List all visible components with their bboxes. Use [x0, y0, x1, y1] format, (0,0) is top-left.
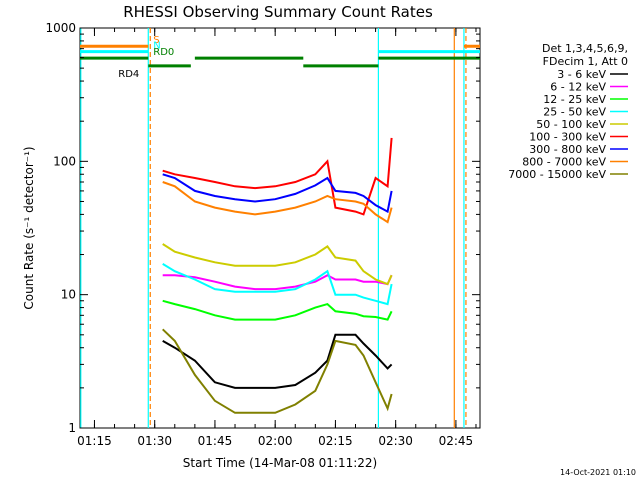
legend-header-1: FDecim 1, Att 0 [543, 55, 628, 68]
plot-frame [79, 27, 481, 429]
x-tick-label-1: 01:30 [137, 434, 172, 448]
chart-title: RHESSI Observing Summary Count Rates [123, 3, 433, 21]
series-line-4 [162, 243, 393, 286]
flag-label-s: S [153, 35, 159, 46]
x-tick-label-2: 01:45 [198, 434, 233, 448]
legend-label-8: 7000 - 15000 keV [508, 168, 606, 181]
y-tick-label-3: 1000 [45, 21, 76, 35]
flag-label-rd4: RD4 [118, 69, 139, 80]
series-line-3 [162, 263, 393, 306]
legend-label-1: 6 - 12 keV [550, 81, 606, 94]
y-tick-label-0: 1 [68, 421, 76, 435]
flag-label-rd0: RD0 [153, 47, 174, 58]
legend-label-2: 12 - 25 keV [543, 93, 606, 106]
legend-label-4: 50 - 100 keV [536, 118, 606, 131]
legend-label-6: 300 - 800 keV [529, 143, 606, 156]
legend-label-3: 25 - 50 keV [543, 106, 606, 119]
x-tick-label-0: 01:15 [77, 434, 112, 448]
legend-label-7: 800 - 7000 keV [522, 156, 606, 169]
legend-label-5: 100 - 300 keV [529, 131, 606, 144]
y-tick-label-1: 10 [61, 288, 76, 302]
series-line-6 [162, 173, 393, 214]
series-line-0 [162, 333, 393, 389]
series-line-7 [162, 181, 393, 224]
axes: 1 10 100 1000 01:15 01:30 01:45 02:00 02:15 02:30… [45, 21, 480, 448]
y-axis-label: Count Rate (s⁻¹ detector⁻¹) [22, 146, 36, 309]
series-line-1 [162, 274, 393, 291]
legend: Det 1,3,4,5,6,9,FDecim 1, Att 03 - 6 keV… [508, 42, 628, 181]
flag-label-n: N [153, 41, 160, 52]
x-tick-label-4: 02:15 [318, 434, 353, 448]
timestamp: 14-Oct-2021 01:10 [560, 468, 636, 477]
legend-header-0: Det 1,3,4,5,6,9, [542, 42, 628, 55]
series-line-5 [162, 137, 393, 216]
x-tick-label-3: 02:00 [258, 434, 293, 448]
legend-label-0: 3 - 6 keV [557, 68, 606, 81]
x-axis-label: Start Time (14-Mar-08 01:11:22) [183, 456, 377, 470]
series-line-8 [162, 328, 393, 414]
x-tick-label-5: 02:30 [378, 434, 413, 448]
x-tick-label-6: 02:45 [439, 434, 474, 448]
y-tick-label-2: 100 [53, 154, 76, 168]
series-line-2 [162, 299, 393, 321]
